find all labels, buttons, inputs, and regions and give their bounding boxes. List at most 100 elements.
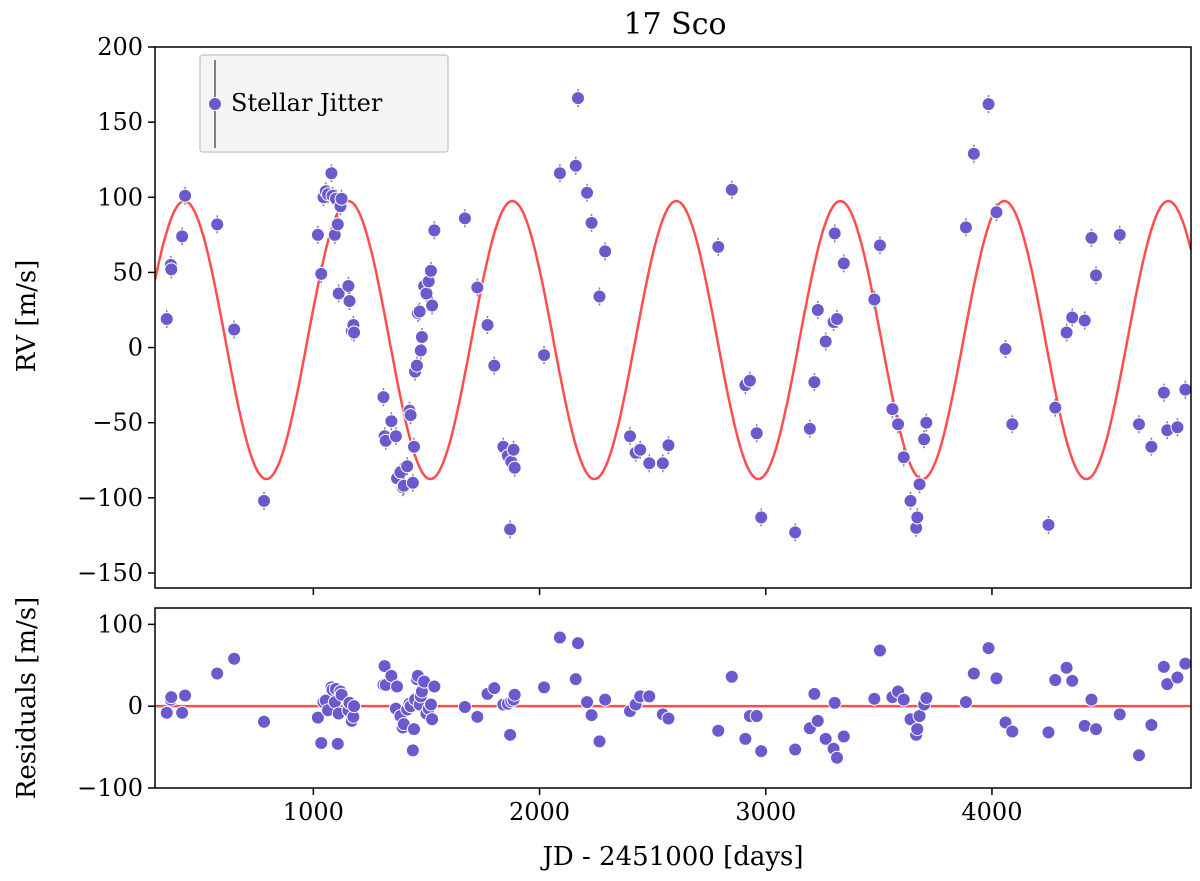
rv-point	[405, 475, 420, 490]
rv-point	[885, 402, 900, 417]
rv-point	[981, 97, 996, 112]
rv-point	[413, 343, 428, 358]
rv-point	[912, 477, 927, 492]
rv-point	[423, 263, 438, 278]
rv-data-points	[159, 89, 1191, 542]
rv-y-tick-label: 100	[97, 183, 143, 211]
rv-y-tick-label: −50	[92, 409, 143, 437]
rv-point	[1178, 382, 1191, 397]
residuals-y-tick-label: 0	[128, 692, 143, 720]
rv-point	[227, 322, 242, 337]
residual-point	[1170, 670, 1185, 685]
residual-point	[423, 697, 438, 712]
residual-point	[896, 692, 911, 707]
rv-point	[506, 442, 521, 457]
residual-point	[1144, 718, 1159, 732]
rv-point	[724, 182, 739, 197]
rv-point	[655, 456, 670, 471]
residual-point	[598, 692, 613, 707]
residual-point	[427, 679, 442, 694]
residuals-x-tick-label: 4000	[961, 798, 1022, 826]
rv-point	[414, 330, 429, 345]
rv-point	[407, 439, 421, 454]
rv-point	[1065, 310, 1080, 325]
residual-point	[827, 695, 842, 710]
rv-point	[376, 390, 391, 405]
residual-point	[989, 671, 1004, 686]
x-axis-label: JD - 2451000 [days]	[539, 842, 803, 872]
rv-point	[175, 229, 190, 244]
rv-point	[1077, 313, 1092, 328]
rv-point	[427, 223, 442, 238]
residual-point	[210, 666, 225, 681]
legend-box	[199, 54, 449, 153]
rv-point	[742, 373, 757, 388]
residual-point	[1131, 748, 1146, 763]
rv-x-ticks	[312, 588, 993, 595]
rv-point	[1170, 420, 1185, 435]
residual-point	[1005, 724, 1020, 739]
residual-point	[829, 750, 844, 765]
rv-axes-frame	[154, 46, 1192, 589]
rv-point	[872, 238, 887, 253]
rv-point	[754, 510, 769, 525]
residual-point	[754, 744, 769, 759]
residual-point	[661, 711, 676, 726]
chart-title: 17 Sco	[623, 7, 726, 42]
rv-point	[537, 348, 552, 363]
rv-point	[966, 146, 981, 161]
residual-point	[470, 709, 485, 724]
residual-point	[159, 705, 174, 720]
residual-point	[1156, 659, 1171, 674]
residual-point	[257, 714, 272, 729]
residual-point	[457, 700, 472, 714]
legend: Stellar Jitter	[199, 54, 449, 153]
rv-point	[324, 166, 339, 181]
residuals-x-tick-label: 2000	[509, 798, 570, 826]
residuals-y-tick-label: −100	[77, 774, 143, 802]
residual-point	[910, 722, 925, 737]
rv-point	[903, 493, 918, 508]
residual-point	[227, 651, 242, 666]
rv-point	[314, 266, 329, 281]
residual-point	[788, 742, 803, 757]
residuals-axes-frame	[154, 607, 1192, 789]
rv-point	[998, 342, 1013, 357]
rv-point	[570, 91, 585, 106]
rv-point	[409, 358, 424, 373]
rv-point	[1088, 268, 1103, 283]
rv-point	[1005, 417, 1020, 432]
rv-point	[836, 256, 851, 271]
residual-point	[1178, 656, 1191, 671]
residuals-y-ticks: 100 0 −100	[77, 610, 155, 802]
residual-point	[314, 736, 329, 750]
rv-y-axis-label: RV [m/s]	[12, 260, 42, 373]
residual-point	[738, 731, 753, 746]
rv-point	[633, 442, 648, 457]
rv-point	[580, 185, 595, 200]
rv-point	[178, 188, 193, 203]
rv-point	[711, 239, 726, 254]
residual-point	[568, 672, 583, 687]
rv-point	[867, 292, 882, 307]
residuals-y-tick-label: 100	[97, 610, 143, 638]
rv-point	[419, 286, 434, 301]
residuals-y-axis-label: Residuals [m/s]	[12, 597, 42, 799]
legend-marker	[208, 97, 222, 111]
rv-y-ticks: 200 150 100 50 0 −50 −100 −150	[77, 33, 155, 587]
rv-y-tick-label: 50	[112, 258, 143, 286]
residual-point	[175, 705, 190, 720]
rv-point	[891, 417, 906, 432]
residual-point	[537, 680, 552, 695]
rv-y-tick-label: 200	[97, 33, 143, 61]
rv-point	[958, 220, 973, 235]
residual-point	[552, 630, 567, 645]
rv-point	[384, 414, 399, 429]
residuals-x-tick-label: 1000	[283, 798, 344, 826]
residual-point	[487, 681, 502, 696]
rv-point	[425, 298, 440, 313]
residual-point	[1048, 673, 1063, 687]
residuals-plot-area	[155, 608, 1191, 788]
rv-point	[642, 456, 657, 471]
rv-point	[802, 421, 817, 436]
